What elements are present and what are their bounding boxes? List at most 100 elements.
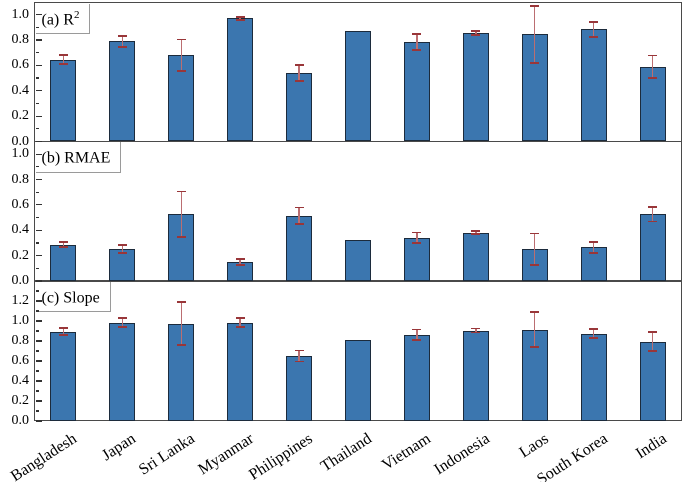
bar-panel-c-philippines <box>286 356 313 421</box>
error-bar-cap <box>471 34 481 36</box>
error-bar-cap <box>235 19 245 21</box>
y-tick-major <box>35 64 42 66</box>
error-bar-line <box>121 244 124 253</box>
error-bar-cap <box>412 328 422 331</box>
error-bar-line <box>180 191 183 238</box>
error-bar-cap <box>648 206 658 209</box>
bar-panel-b-thailand <box>345 240 371 281</box>
y-tick-label: 0.4 <box>11 82 30 98</box>
y-tick-major <box>35 300 42 302</box>
error-bar-cap <box>235 316 245 319</box>
y-tick-minor <box>35 52 39 54</box>
y-tick-label: 0.4 <box>11 222 30 238</box>
y-tick-major <box>35 204 42 206</box>
x-label-bangladesh: Bangladesh <box>8 430 81 482</box>
x-label-japan: Japan <box>99 430 140 465</box>
x-label-philippines: Philippines <box>246 430 316 482</box>
bar-panel-b-philippines <box>286 215 313 281</box>
error-bar-line <box>239 16 241 20</box>
y-tick-label: 0.6 <box>11 353 30 368</box>
error-bar-cap <box>471 331 481 334</box>
error-bar-cap <box>530 311 540 314</box>
y-tick-minor <box>35 26 39 28</box>
y-tick-minor <box>35 102 39 105</box>
y-tick-label: 0.6 <box>11 196 30 212</box>
error-bar-cap <box>471 233 481 236</box>
error-bar-line <box>180 39 183 72</box>
x-label-india: India <box>632 430 670 463</box>
y-tick-major <box>35 115 42 117</box>
bar-panel-c-india <box>639 341 666 421</box>
y-tick-major <box>35 153 42 155</box>
y-tick-major <box>35 280 42 282</box>
y-tick-minor <box>35 370 39 372</box>
bar-panel-c-south-korea <box>580 333 607 421</box>
error-bar-cap <box>117 317 127 319</box>
y-tick-label: 0.4 <box>11 373 30 388</box>
panel-a-title-sup: 2 <box>73 8 80 21</box>
error-bar-line <box>121 318 124 327</box>
y-tick-major <box>35 320 42 322</box>
y-tick-minor <box>35 267 39 269</box>
panel-b-title-text: (b) RMAE <box>41 149 111 167</box>
y-tick-major <box>35 340 42 342</box>
bar-panel-b-bangladesh <box>50 244 77 281</box>
error-bar-cap <box>176 70 186 72</box>
y-tick-major <box>35 255 42 257</box>
error-bar-line <box>62 55 65 65</box>
error-bar-cap <box>530 264 540 266</box>
error-bar-cap <box>589 251 599 254</box>
y-tick-major <box>35 178 42 181</box>
y-tick-minor <box>35 77 39 79</box>
x-label-sri-lanka: Sri Lanka <box>136 430 198 479</box>
error-bar-cap <box>294 63 304 66</box>
bar-panel-c-vietnam <box>403 334 430 421</box>
error-bar-line <box>475 31 477 35</box>
y-tick-label: 0.8 <box>11 171 30 187</box>
error-bar-line <box>416 33 418 50</box>
error-bar-cap <box>471 30 481 33</box>
error-bar-cap <box>117 45 127 48</box>
error-bar-cap <box>117 35 127 37</box>
y-tick-label: 0.2 <box>11 393 30 408</box>
error-bar-line <box>533 233 536 265</box>
error-bar-cap <box>648 220 658 223</box>
error-bar-line <box>62 242 65 248</box>
error-bar-cap <box>471 230 481 233</box>
error-bar-line <box>298 64 300 82</box>
error-bar-cap <box>176 236 186 239</box>
bar-panel-c-myanmar <box>227 322 254 421</box>
error-bar-line <box>180 302 183 345</box>
error-bar-cap <box>648 54 658 57</box>
y-tick-label: 0.8 <box>11 32 30 48</box>
y-tick-label: 1.2 <box>11 293 30 308</box>
bar-panel-a-indonesia <box>462 33 489 142</box>
panel-a-title-text: (a) R <box>41 10 74 28</box>
bar-panel-b-vietnam <box>403 237 430 281</box>
bar-panel-b-india <box>639 214 666 281</box>
error-bar-cap <box>294 349 304 352</box>
y-tick-major <box>35 400 42 402</box>
error-bar-line <box>298 207 300 224</box>
y-tick-label: 1.0 <box>11 6 30 22</box>
error-bar-cap <box>589 35 599 38</box>
y-tick-minor <box>35 330 39 332</box>
y-tick-major <box>35 360 42 362</box>
error-bar-cap <box>589 337 599 339</box>
bar-panel-b-japan <box>109 248 136 281</box>
error-bar-cap <box>235 264 245 267</box>
bar-panel-b-sri-lanka <box>168 214 195 281</box>
error-bar-cap <box>117 243 127 246</box>
error-bar-cap <box>235 257 245 260</box>
x-label-thailand: Thailand <box>317 430 375 476</box>
bar-panel-a-thailand <box>345 31 371 142</box>
bar-panel-a-india <box>639 66 666 142</box>
error-bar-line <box>651 55 654 78</box>
panel-b-title: (b) RMAE <box>35 142 122 173</box>
error-bar-cap <box>648 331 658 333</box>
y-tick-label: 0.2 <box>11 108 30 124</box>
error-bar-line <box>298 350 300 362</box>
panel-c-title-text: (c) Slope <box>41 289 100 307</box>
x-label-vietnam: Vietnam <box>378 430 434 474</box>
error-bar-line <box>533 5 536 63</box>
